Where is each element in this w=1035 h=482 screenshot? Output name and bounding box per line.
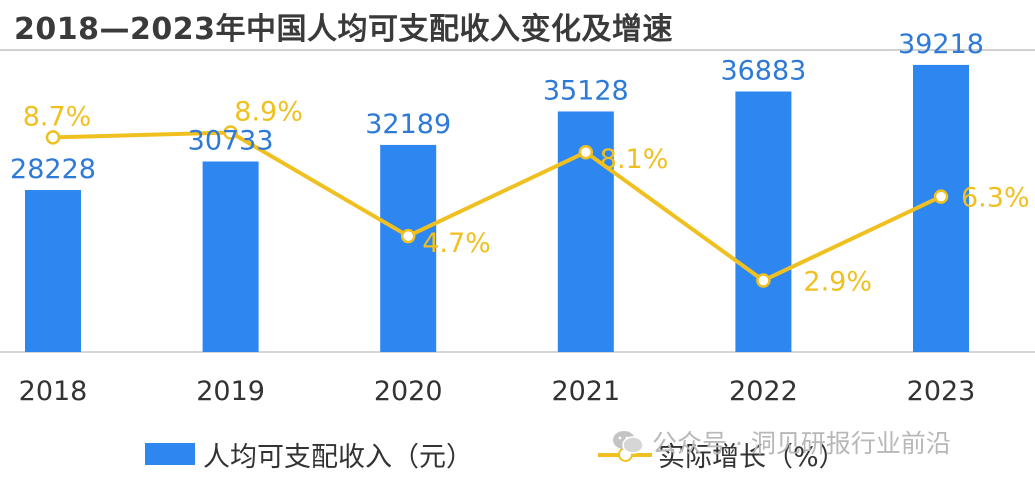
x-tick-label: 2019 bbox=[196, 376, 265, 407]
bar-value-label: 35128 bbox=[543, 75, 629, 106]
growth-point-2023 bbox=[933, 189, 949, 204]
legend-label-income: 人均可支配收入（元） bbox=[203, 441, 473, 473]
growth-value-label: 4.7% bbox=[422, 228, 491, 259]
watermark-text: 公众号 · 洞见研报行业前沿 bbox=[652, 429, 951, 458]
watermark: 公众号 · 洞见研报行业前沿 bbox=[612, 424, 951, 460]
wechat-icon bbox=[613, 431, 644, 454]
bar-value-label: 32189 bbox=[365, 109, 451, 140]
growth-point-2020 bbox=[400, 228, 416, 244]
x-tick-label: 2020 bbox=[374, 376, 443, 407]
growth-line bbox=[52, 130, 942, 283]
title-divider bbox=[0, 49, 1035, 51]
bar-2019 bbox=[202, 161, 259, 352]
growth-point-2022 bbox=[756, 273, 771, 288]
growth-value-label: 8.7% bbox=[23, 101, 92, 132]
bar-2018 bbox=[25, 190, 81, 352]
legend-label-growth: 实际增长（%） bbox=[658, 441, 846, 473]
bar-2022 bbox=[735, 91, 792, 353]
x-tick-label: 2023 bbox=[907, 376, 976, 407]
x-tick-label: 2021 bbox=[551, 376, 620, 407]
legend-item-income: 人均可支配收入（元） bbox=[145, 434, 473, 474]
bar-value-label: 28228 bbox=[10, 154, 96, 185]
legend-bar-swatch bbox=[145, 443, 195, 465]
chart-title: 2018—2023年中国人均可支配收入变化及增速 bbox=[14, 12, 673, 47]
growth-value-label: 8.1% bbox=[600, 144, 669, 175]
x-tick-label: 2022 bbox=[729, 376, 798, 407]
bar-value-label: 36883 bbox=[720, 55, 806, 86]
growth-value-label: 8.9% bbox=[234, 96, 303, 127]
x-tick-label: 2018 bbox=[19, 376, 88, 407]
bar-value-label: 30733 bbox=[188, 126, 274, 157]
bar-value-label: 39218 bbox=[898, 29, 984, 60]
chart: 28228 2018 30733 2019 32189 2020 35128 2021 3688… bbox=[0, 29, 1035, 407]
growth-value-label: 2.9% bbox=[803, 266, 872, 297]
bar-2020 bbox=[380, 144, 437, 352]
growth-point-2021 bbox=[578, 144, 594, 160]
growth-value-label: 6.3% bbox=[961, 183, 1030, 214]
bar-2023 bbox=[913, 64, 969, 352]
growth-point-2019 bbox=[223, 125, 238, 140]
growth-point-2018 bbox=[45, 130, 61, 145]
